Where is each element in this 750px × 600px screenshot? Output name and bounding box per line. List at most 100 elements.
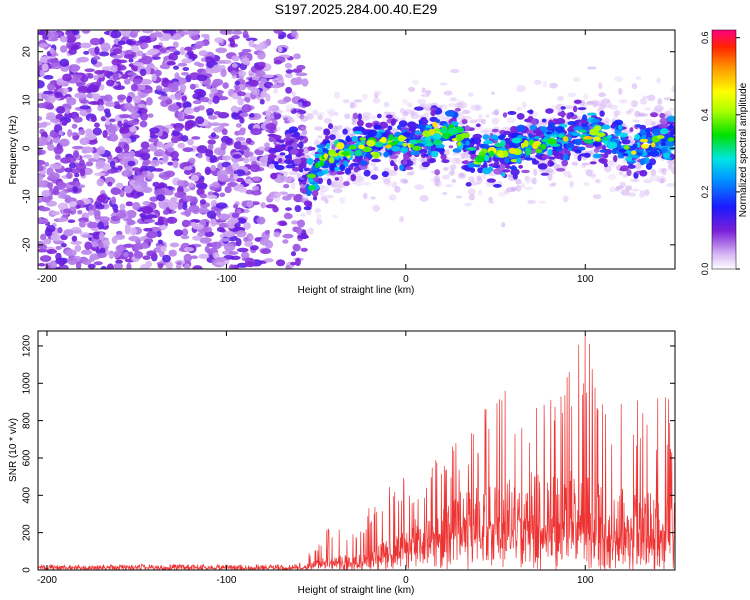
spectrogram-cell [183, 169, 192, 176]
spectrogram-cell [586, 101, 594, 105]
spectrogram-cell [343, 181, 350, 187]
spectrogram-cell [226, 30, 234, 35]
spectrogram-cell [102, 129, 108, 139]
spectrogram-cell [404, 166, 414, 171]
spectrogram-cell [49, 163, 60, 169]
spectrogram-cell [394, 186, 401, 193]
spectrogram-cell [207, 139, 216, 145]
spectrogram-cell [357, 113, 362, 121]
spectrogram-cell [175, 263, 182, 269]
spectrogram-cell [339, 133, 346, 138]
spectrogram-cell [210, 87, 218, 96]
spectrogram-cell [139, 264, 150, 269]
spectrogram-cell [105, 111, 112, 118]
spectrogram-cell [450, 68, 460, 74]
spectrogram-cell [501, 222, 506, 228]
spectrogram-cell [79, 137, 90, 146]
spectrogram-cell [280, 114, 291, 119]
spectrogram-cell [199, 96, 210, 103]
spectrogram-cell [57, 217, 68, 223]
spectrogram-cell [270, 112, 275, 119]
spectrogram-cell [221, 155, 232, 161]
spectrogram-cell [659, 117, 668, 125]
spectrogram-cell [613, 109, 622, 116]
spectrogram-cell [420, 93, 430, 98]
spectrogram-cell [548, 156, 556, 160]
spectrogram-cell [123, 54, 135, 59]
spectrogram-cell [111, 236, 118, 245]
spectrogram-cell [47, 31, 59, 39]
spectrogram-cell [586, 66, 597, 70]
spectrogram-cell [432, 132, 442, 140]
spectrogram-cell [629, 178, 640, 183]
spectrogram-cell [166, 216, 178, 224]
spectrogram-cell [366, 139, 376, 147]
spectrogram-cell [117, 40, 126, 46]
spectrogram-cell [627, 192, 637, 197]
spectrogram-cell [236, 91, 246, 97]
spectrogram-cell [350, 174, 357, 182]
spectrogram-cell [162, 209, 170, 215]
spectrogram-cell [327, 123, 334, 130]
spectrogram-cell [659, 178, 665, 184]
spectrogram-cell [250, 87, 260, 96]
spectrogram-cell [213, 111, 222, 116]
spectrogram-cell [49, 47, 55, 55]
spectrogram-cell [463, 160, 470, 165]
spectrogram-cell [441, 174, 450, 180]
spectrogram-cell [59, 190, 67, 197]
spectrogram-cell [436, 180, 442, 188]
spectrogram-cell [210, 132, 217, 138]
spectrogram-cell [643, 118, 653, 123]
spectrogram-cell [68, 201, 78, 208]
spectrogram-cell [618, 87, 623, 95]
spectrogram-cell [278, 220, 287, 226]
spectrogram-cell [417, 98, 426, 105]
spectrogram-cell [482, 134, 490, 141]
spectrogram-cell [181, 58, 193, 64]
spectrogram-cell [638, 193, 646, 199]
spectrogram-cell [38, 198, 43, 204]
spectrogram-cell [47, 143, 55, 151]
spectrogram-cell [583, 135, 594, 141]
colorbar-tick-label: 0.4 [700, 109, 710, 122]
spectrogram-cell [454, 107, 461, 112]
spectrogram-cell [657, 98, 663, 105]
spectrogram-cell [210, 66, 220, 74]
spectrogram-cell [177, 111, 184, 119]
spectrogram-cell [552, 134, 558, 138]
spectrogram-cell [162, 254, 171, 263]
spectrogram-cell [118, 114, 131, 119]
spectrogram-x-tick-label: 0 [403, 274, 409, 285]
spectrogram-cell [71, 132, 79, 136]
spectrogram-cell [79, 105, 91, 110]
spectrogram-cell [298, 162, 307, 169]
spectrogram-cell [78, 128, 86, 136]
spectrogram-cell [82, 154, 93, 159]
spectrogram-cell [38, 43, 49, 48]
spectrogram-cell [631, 150, 637, 155]
spectrogram-cell [260, 248, 272, 255]
spectrogram-cell [65, 35, 77, 43]
spectrogram-cell [215, 261, 226, 266]
spectrogram-cell [623, 145, 630, 150]
spectrogram-cell [100, 265, 107, 269]
spectrogram-cell [457, 101, 468, 109]
spectrogram-cell [557, 95, 564, 102]
spectrogram-cell [182, 101, 192, 109]
spectrogram-cell [87, 263, 96, 269]
spectrogram-cell [184, 46, 193, 52]
spectrogram-cell [603, 136, 608, 141]
spectrogram-cell [273, 231, 281, 238]
spectrogram-cell [297, 234, 310, 240]
spectrogram-cell [43, 238, 52, 245]
spectrogram-cell [219, 192, 226, 198]
spectrogram-cell [106, 263, 114, 269]
spectrogram-cell [38, 147, 43, 156]
spectrogram-cell [369, 115, 378, 120]
spectrogram-cell [525, 176, 532, 184]
spectrogram-cell [115, 182, 124, 189]
spectrogram-cell [522, 101, 527, 109]
spectrogram-cell [94, 122, 100, 128]
spectrogram-cell [494, 136, 499, 142]
